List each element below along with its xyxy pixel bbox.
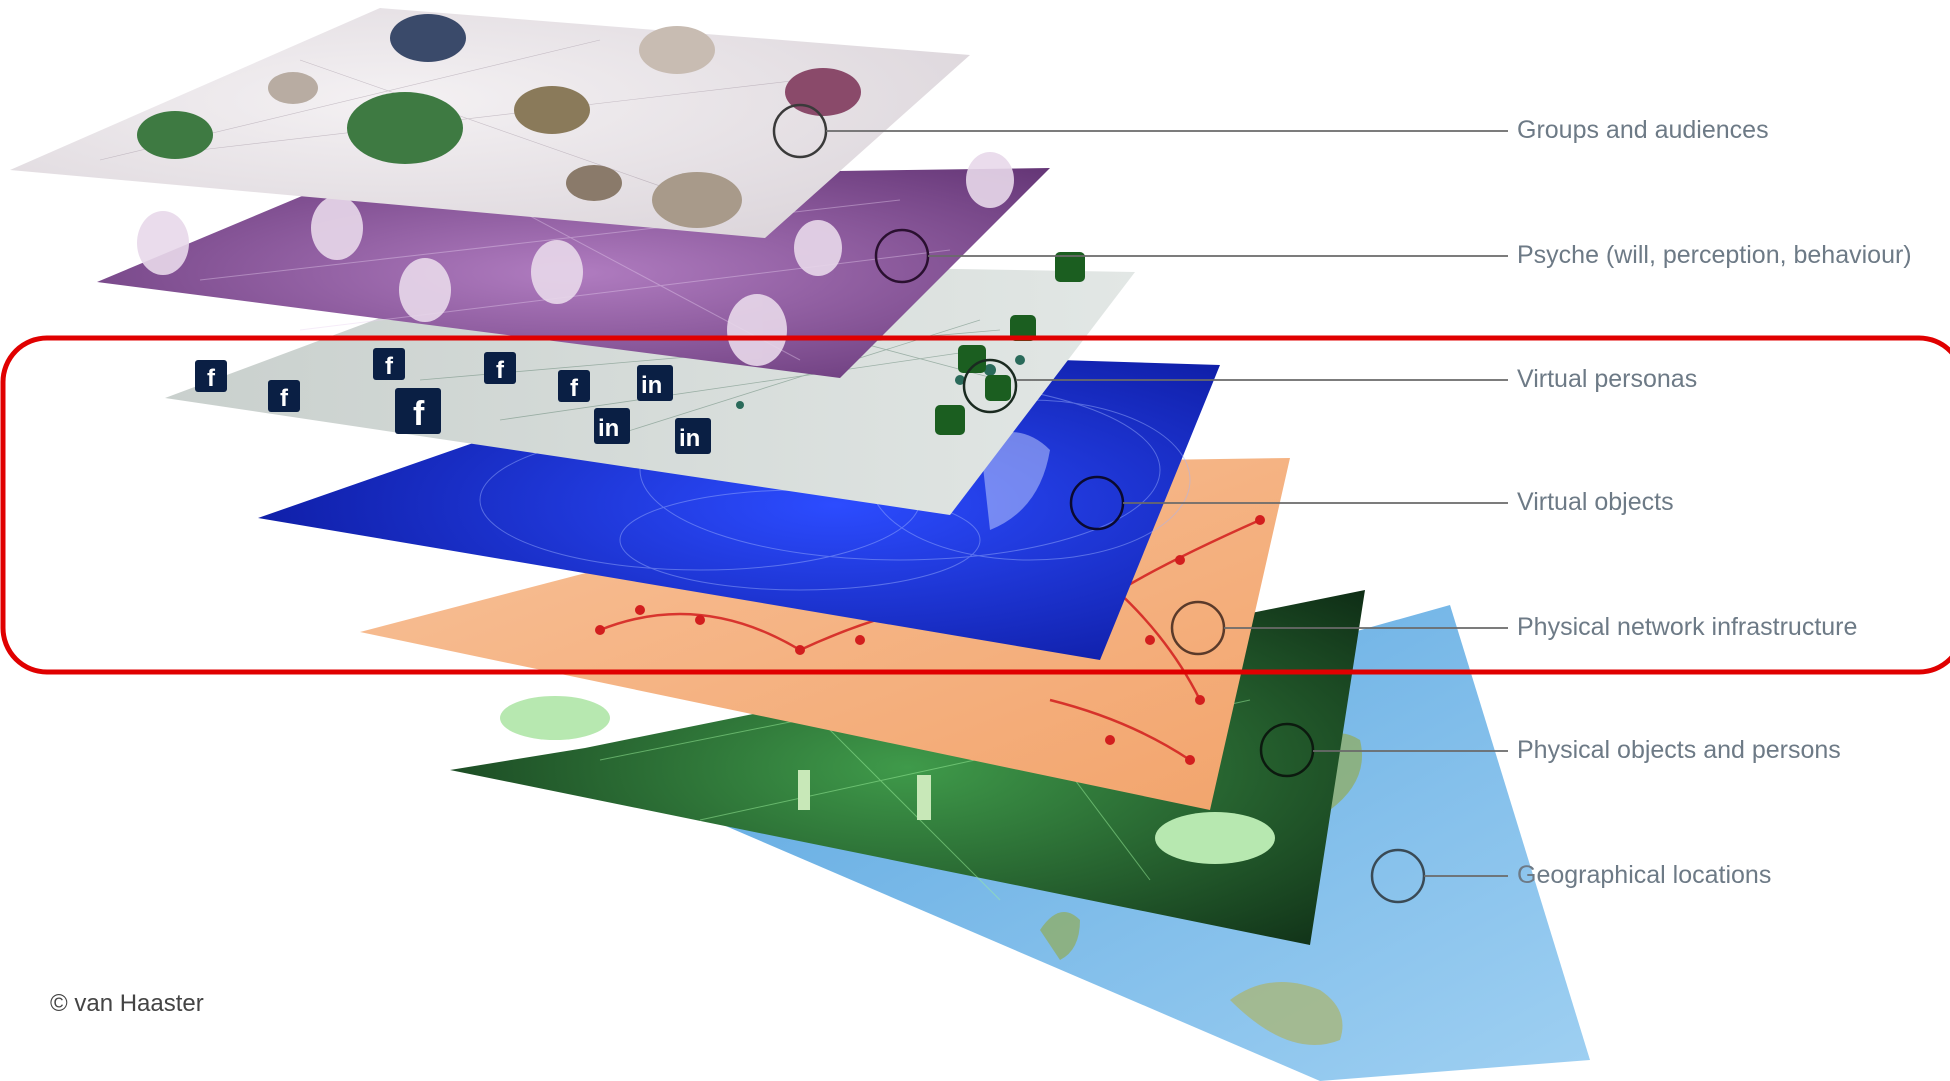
svg-text:f: f	[496, 357, 505, 384]
leader-lines	[826, 130, 1508, 877]
group-icon	[137, 14, 861, 228]
svg-text:f: f	[280, 385, 289, 412]
copyright-notice: © van Haaster	[50, 990, 204, 1017]
facebook-icon: f	[195, 360, 227, 392]
linkedin-icon: in	[675, 418, 711, 454]
label-physical-network-infrastructure: Physical network infrastructure	[1517, 613, 1858, 641]
linkedin-icon: in	[594, 408, 630, 444]
highlight-box	[0, 335, 1950, 675]
svg-text:in: in	[641, 372, 662, 399]
svg-text:in: in	[679, 425, 700, 452]
facebook-icon: f	[373, 348, 405, 380]
facebook-icon: f	[484, 352, 516, 384]
label-virtual-objects: Virtual objects	[1517, 488, 1674, 516]
linkedin-icon: in	[637, 365, 673, 401]
label-physical-objects-persons: Physical objects and persons	[1517, 736, 1841, 764]
layer-groups-audiences	[10, 8, 970, 238]
svg-text:f: f	[385, 353, 394, 380]
facebook-icon: f	[268, 380, 300, 412]
phone-icon	[935, 252, 1085, 435]
svg-text:f: f	[413, 395, 425, 433]
facebook-icon: f	[395, 388, 441, 434]
label-psyche: Psyche (will, perception, behaviour)	[1517, 241, 1912, 269]
label-virtual-personas: Virtual personas	[1517, 365, 1698, 393]
layer-psyche	[97, 152, 1050, 378]
head-icon	[137, 152, 1014, 366]
label-groups-audiences: Groups and audiences	[1517, 116, 1769, 144]
svg-text:f: f	[207, 365, 216, 392]
facebook-icon: f	[558, 370, 590, 402]
svg-text:f: f	[570, 375, 579, 402]
label-geographical-locations: Geographical locations	[1517, 861, 1772, 889]
svg-text:in: in	[598, 415, 619, 442]
